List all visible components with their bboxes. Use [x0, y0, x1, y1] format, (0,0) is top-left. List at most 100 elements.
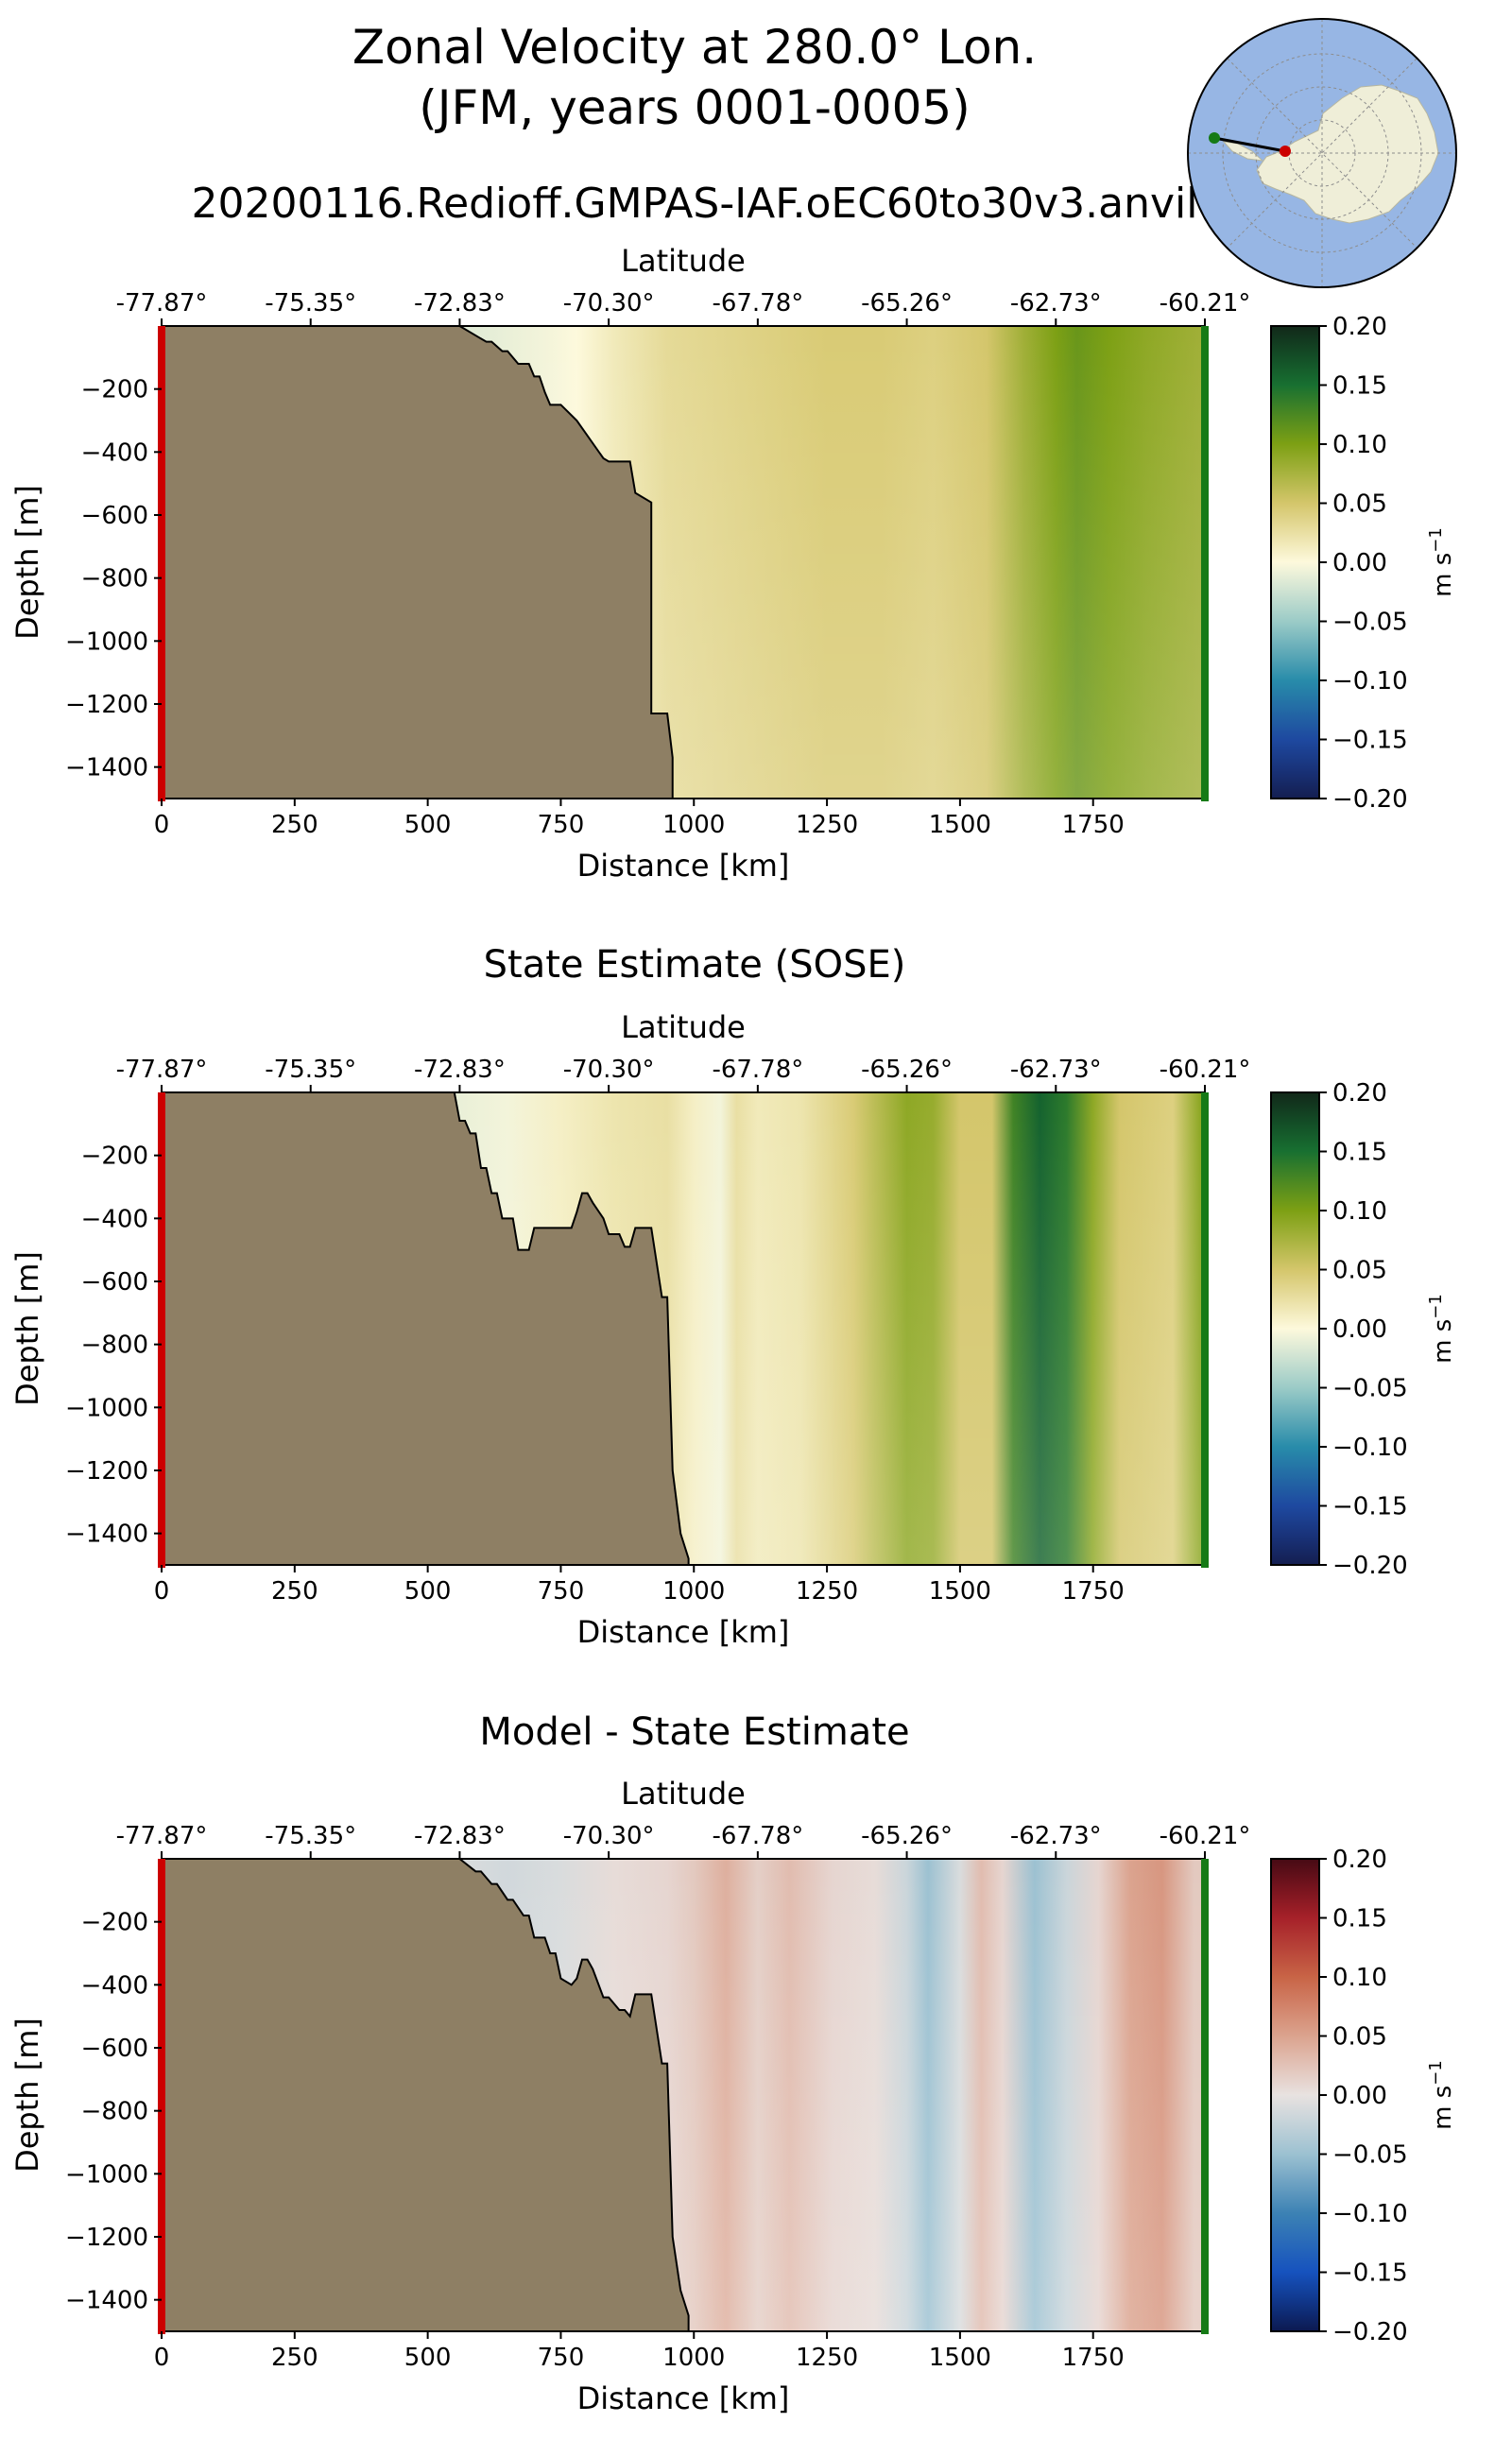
y-tick-label: −400 — [81, 438, 148, 467]
x-tick-label: 1750 — [1062, 811, 1125, 839]
seafloor-edge — [453, 1091, 690, 1565]
y-tick-label: −800 — [81, 1332, 148, 1360]
y-tick-label: −1200 — [65, 691, 148, 719]
colorbar-tick-label: 0.05 — [1332, 490, 1387, 519]
y-tick-label: −200 — [81, 1143, 148, 1171]
x-tick-label: 1500 — [929, 1577, 991, 1606]
seafloor-land — [162, 326, 673, 799]
x-tick-label: 1000 — [662, 811, 725, 839]
latitude-tick-label: -70.30° — [563, 289, 655, 318]
x-axis-label: Distance [km] — [577, 1614, 790, 1650]
run-name: 20200116.Redioff.GMPAS-IAF.oEC60to30v3.a… — [191, 180, 1198, 228]
colorbar — [1270, 325, 1320, 799]
colorbar-tick-label: 0.10 — [1332, 431, 1387, 459]
latitude-tick-label: -65.26° — [861, 289, 953, 318]
latitude-tick-label: -67.78° — [712, 1822, 803, 1850]
y-tick-label: −1200 — [65, 1457, 148, 1486]
colorbar-label-exponent: −1 — [1426, 1294, 1446, 1319]
panel-title-difference: Model - State Estimate — [479, 1710, 910, 1754]
x-tick-label: 1250 — [796, 2344, 858, 2372]
x-tick-label: 0 — [154, 1577, 170, 1606]
colorbar-tick-label: 0.10 — [1332, 1197, 1387, 1226]
y-tick-label: −1400 — [65, 1521, 148, 1549]
colorbar-tick-label: 0.00 — [1332, 1315, 1387, 1344]
y-axis-label: Depth [m] — [9, 485, 45, 640]
x-tick-label: 1000 — [662, 1577, 725, 1606]
x-tick-label: 1500 — [929, 2344, 991, 2372]
colorbar-label-exponent: −1 — [1426, 2060, 1446, 2086]
latitude-tick-label: -67.78° — [712, 1056, 803, 1084]
x-tick-label: 500 — [404, 811, 452, 839]
x-tick-label: 750 — [538, 2344, 585, 2372]
colorbar-tick-label: −0.10 — [1332, 2200, 1408, 2228]
latitude-tick-label: -75.35° — [265, 289, 356, 318]
latitude-tick-label: -75.35° — [265, 1822, 356, 1850]
y-tick-label: −1200 — [65, 2224, 148, 2252]
colorbar-tick-label: −0.20 — [1332, 1552, 1408, 1580]
colorbar-tick-label: −0.10 — [1332, 667, 1408, 696]
seafloor-edge — [458, 1858, 690, 2331]
latitude-tick-label: -75.35° — [265, 1056, 356, 1084]
latitude-tick-label: -72.83° — [414, 1056, 506, 1084]
x-tick-label: 1500 — [929, 811, 991, 839]
y-tick-label: −600 — [81, 1268, 148, 1297]
x-tick-label: 1750 — [1062, 1577, 1125, 1606]
colorbar — [1270, 1091, 1320, 1566]
chart-panel-difference: 0 250 500 750 1000 1250 1500 1750 -77.87° -75.35°… — [9, 1776, 1457, 2416]
panel-title-sose: State Estimate (SOSE) — [483, 943, 906, 987]
y-tick-label: −800 — [81, 2098, 148, 2126]
colorbar-tick-label: 0.20 — [1332, 1846, 1387, 1874]
latitude-tick-label: -65.26° — [861, 1822, 953, 1850]
seafloor-land — [162, 1859, 689, 2331]
colorbar-tick-label: 0.20 — [1332, 313, 1387, 341]
colorbar-tick-label: −0.20 — [1332, 785, 1408, 814]
latitude-tick-label: -70.30° — [563, 1822, 655, 1850]
colorbar-tick-label: 0.05 — [1332, 1257, 1387, 1285]
y-tick-label: −200 — [81, 376, 148, 404]
latitude-tick-label: -65.26° — [861, 1056, 953, 1084]
colorbar-tick-label: 0.20 — [1332, 1079, 1387, 1108]
y-tick-label: −400 — [81, 1205, 148, 1233]
colorbar-tick-label: −0.15 — [1332, 727, 1408, 755]
latitude-tick-label: -62.73° — [1010, 289, 1102, 318]
colorbar-tick-label: −0.05 — [1332, 609, 1408, 637]
seafloor-edge — [458, 325, 674, 799]
latitude-tick-label: -60.21° — [1160, 1822, 1251, 1850]
x-tick-label: 500 — [404, 1577, 452, 1606]
x-tick-label: 0 — [154, 2344, 170, 2372]
x-tick-label: 1250 — [796, 811, 858, 839]
y-tick-label: −1400 — [65, 754, 148, 782]
colorbar-tick-label: 0.05 — [1332, 2023, 1387, 2052]
colorbar-tick-label: 0.10 — [1332, 1964, 1387, 1992]
y-tick-label: −400 — [81, 1971, 148, 2000]
x-tick-label: 1250 — [796, 1577, 858, 1606]
seafloor-land — [162, 1092, 689, 1565]
latitude-tick-label: -77.87° — [116, 289, 208, 318]
y-tick-label: −1000 — [65, 1394, 148, 1422]
y-tick-label: −200 — [81, 1909, 148, 1937]
y-axis-label: Depth [m] — [9, 1251, 45, 1406]
colorbar-label: m s−1 — [1426, 2060, 1457, 2130]
chart-panel-sose: 0 250 500 750 1000 1250 1500 1750 -77.87° -75.35°… — [9, 1009, 1457, 1650]
latitude-tick-label: -72.83° — [414, 289, 506, 318]
x-tick-label: 0 — [154, 811, 170, 839]
y-axis-label: Depth [m] — [9, 2018, 45, 2173]
latitude-tick-label: -70.30° — [563, 1056, 655, 1084]
x-tick-label: 1750 — [1062, 2344, 1125, 2372]
latitude-tick-label: -60.21° — [1160, 289, 1251, 318]
colorbar-tick-label: 0.15 — [1332, 1139, 1387, 1167]
y-tick-label: −800 — [81, 565, 148, 593]
figure-title-line1: Zonal Velocity at 280.0° Lon. — [352, 20, 1038, 75]
x-tick-label: 250 — [271, 1577, 318, 1606]
colorbar-tick-label: 0.15 — [1332, 372, 1387, 401]
x-tick-label: 1000 — [662, 2344, 725, 2372]
x-tick-label: 250 — [271, 2344, 318, 2372]
latitude-tick-label: -60.21° — [1160, 1056, 1251, 1084]
figure-title-line2: (JFM, years 0001-0005) — [419, 80, 971, 135]
x-axis-label: Distance [km] — [577, 2380, 790, 2416]
y-tick-label: −1400 — [65, 2287, 148, 2315]
y-tick-label: −1000 — [65, 627, 148, 656]
colorbar — [1270, 1858, 1320, 2332]
x-axis-label: Distance [km] — [577, 848, 790, 884]
colorbar-tick-label: −0.10 — [1332, 1434, 1408, 1462]
